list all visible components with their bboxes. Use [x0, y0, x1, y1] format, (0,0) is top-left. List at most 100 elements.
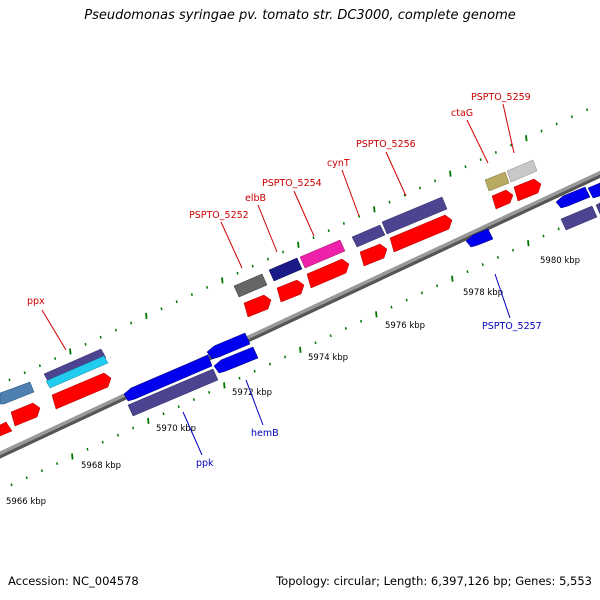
reverse-scale-tick-minor [466, 270, 469, 274]
reverse-scale-tick-minor [420, 291, 423, 295]
cds-arrow-red[interactable] [306, 258, 350, 289]
genome-backbone-shadow [0, 171, 600, 459]
gene-feature-cynT[interactable] [351, 224, 386, 248]
gene-label-elbB[interactable]: elbB [245, 193, 266, 204]
reverse-scale-tick-minor [10, 483, 13, 487]
forward-scale-tick-minor [479, 158, 482, 161]
reverse-scale-tick-minor [132, 426, 135, 430]
scale-label-5970: 5970 kbp [156, 424, 196, 434]
gene-label-ppk[interactable]: ppk [196, 458, 214, 469]
reverse-scale-tick-minor [25, 476, 28, 480]
reverse-scale-tick-minor [542, 234, 545, 238]
gene-label-PSPTO_5257[interactable]: PSPTO_5257 [482, 321, 542, 332]
forward-scale-tick-minor [23, 371, 26, 375]
scale-label-5966: 5966 kbp [6, 497, 46, 507]
gene-feature-reverse-blue[interactable] [555, 186, 591, 209]
reverse-scale-tick-major [527, 240, 530, 247]
forward-scale-tick-minor [206, 286, 209, 289]
cds-arrow-red[interactable] [359, 243, 388, 267]
reverse-scale-ticks [10, 213, 591, 487]
leader-line-hemB [245, 379, 264, 426]
scale-label-5968: 5968 kbp [81, 461, 121, 471]
cds-arrow-red[interactable] [243, 294, 272, 318]
reverse-scale-tick-major [375, 311, 378, 318]
cds-arrow-red[interactable] [276, 279, 305, 303]
scale-label-5972: 5972 kbp [232, 388, 272, 398]
cds-arrow-red[interactable] [513, 178, 542, 202]
gene-label-PSPTO_5256[interactable]: PSPTO_5256 [356, 139, 416, 150]
leader-line-ppk [182, 411, 203, 456]
reverse-scale-tick-minor [192, 398, 195, 401]
reverse-scale-tick-minor [238, 376, 241, 380]
forward-scale-tick-minor [403, 193, 406, 197]
gene-label-PSPTO_5259[interactable]: PSPTO_5259 [471, 92, 531, 103]
leader-line-PSPTO_5252 [220, 221, 243, 269]
reverse-scale-tick-minor [40, 469, 43, 473]
cds-arrow-red[interactable] [10, 402, 41, 427]
gene-feature-reverse-purple[interactable] [595, 202, 600, 215]
gene-feature-ppk-shadow [127, 368, 219, 417]
reverse-scale-tick-minor [86, 447, 89, 451]
gene-label-hemB[interactable]: hemB [251, 428, 279, 439]
gene-feature-ctaG[interactable] [484, 171, 510, 192]
gene-feature-ppx[interactable] [43, 348, 107, 384]
leader-line-PSPTO_5257 [494, 273, 511, 319]
gene-feature-steelblue[interactable] [0, 381, 35, 405]
gene-label-PSPTO_5252[interactable]: PSPTO_5252 [189, 210, 249, 221]
forward-scale-tick-major [297, 241, 300, 248]
gene-feature-reverse-purple[interactable] [560, 205, 598, 231]
forward-scale-tick-minor [54, 357, 57, 360]
gene-feature-PSPTO_5259[interactable] [506, 159, 538, 183]
gene-label-PSPTO_5254[interactable]: PSPTO_5254 [262, 178, 322, 189]
gene-feature-PSPTO_5257[interactable] [465, 228, 494, 248]
gene-feature-PSPTO_5252[interactable] [233, 273, 268, 298]
leader-line-PSPTO_5259 [502, 103, 515, 154]
gene-feature-cyan[interactable] [45, 355, 109, 389]
forward-scale-tick-minor [160, 307, 163, 311]
cds-arrow-red[interactable] [389, 214, 453, 253]
gene-feature-ppk[interactable] [123, 354, 213, 402]
gene-feature-PSPTO_5254[interactable] [299, 239, 346, 269]
accession-text: Accession: NC_004578 [8, 574, 139, 588]
reverse-scale-tick-minor [162, 412, 165, 416]
forward-scale-tick-minor [251, 264, 254, 268]
cds-arrow-red[interactable] [491, 189, 514, 210]
forward-scale-tick-minor [586, 108, 589, 112]
reverse-scale-tick-minor [360, 319, 363, 323]
gene-feature-hemB[interactable] [206, 332, 251, 360]
forward-scale-tick-minor [38, 364, 41, 368]
reverse-scale-tick-minor [405, 298, 408, 302]
genome-summary-text: Topology: circular; Length: 6,397,126 bp… [276, 574, 592, 588]
forward-scale-tick-minor [114, 328, 117, 332]
forward-scale-tick-minor [570, 115, 573, 119]
reverse-scale-tick-major [299, 346, 302, 353]
gene-feature-reverse-blue[interactable] [587, 182, 600, 199]
leader-line-ppx [41, 309, 67, 351]
reverse-scale-tick-minor [481, 263, 484, 266]
gene-label-ppx[interactable]: ppx [27, 296, 45, 307]
reverse-scale-tick-minor [116, 433, 119, 437]
scale-label-5980: 5980 kbp [540, 256, 580, 266]
gene-feature-elbB[interactable] [268, 257, 303, 282]
cds-arrow-red[interactable] [51, 372, 112, 410]
forward-scale-tick-minor [84, 342, 87, 346]
reverse-scale-tick-major [451, 275, 454, 282]
leader-line-elbB [257, 204, 278, 253]
forward-scale-tick-minor [494, 151, 497, 154]
forward-scale-tick-major [69, 348, 72, 355]
gene-feature-PSPTO_5256[interactable] [381, 196, 448, 235]
leader-line-PSPTO_5254 [293, 190, 315, 237]
reverse-scale-tick-minor [284, 355, 287, 359]
scale-label-5978: 5978 kbp [463, 288, 503, 298]
scale-label-5974: 5974 kbp [308, 353, 348, 363]
forward-scale-tick-major [449, 170, 452, 177]
forward-scale-tick-minor [8, 378, 11, 382]
gene-label-ctaG[interactable]: ctaG [451, 108, 473, 119]
gene-label-cynT[interactable]: cynT [327, 158, 350, 169]
genome-title: Pseudomonas syringae pv. tomato str. DC3… [84, 8, 516, 23]
reverse-scale-tick-minor [314, 341, 317, 345]
cds-arrow-red[interactable] [0, 421, 13, 437]
leader-line-ctaG [466, 119, 489, 164]
